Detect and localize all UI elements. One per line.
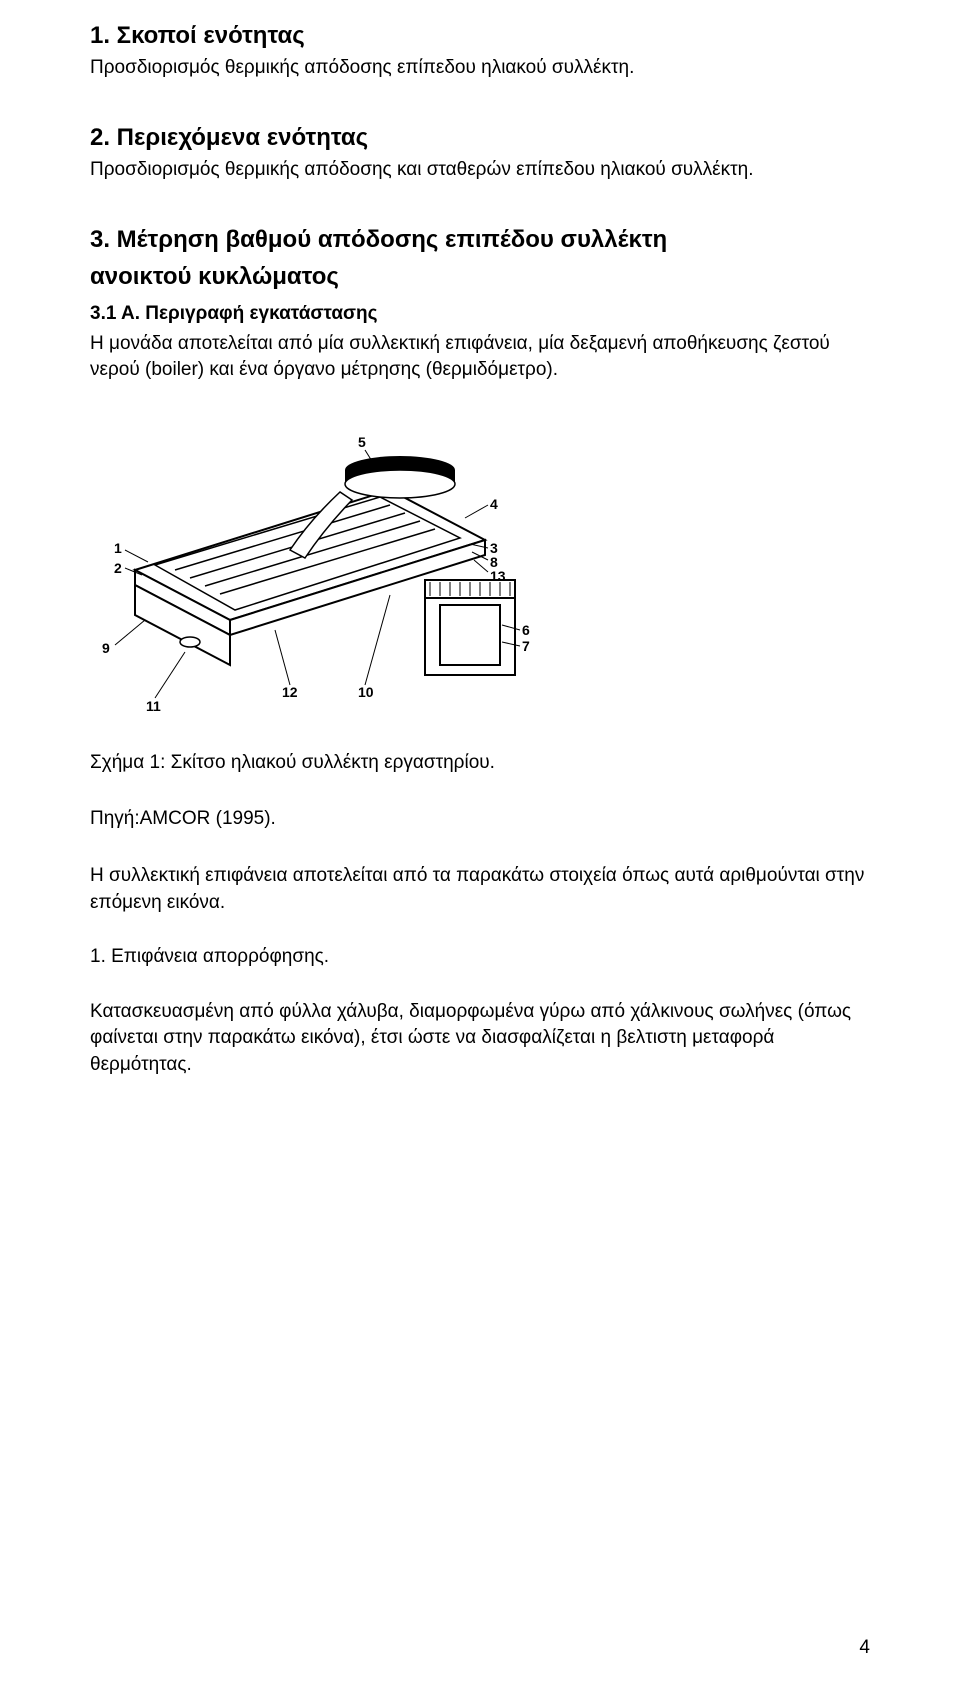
figure-1: 5 4 3 8 13 6 7 1 2 9 11 12 10 <box>90 420 550 720</box>
figure-label-5: 5 <box>358 434 366 450</box>
heading-subsection-3-1: 3.1 Α. Περιγραφή εγκατάστασης <box>90 302 870 327</box>
figure-label-1: 1 <box>114 540 122 556</box>
page-number: 4 <box>859 1637 870 1659</box>
heading-section-2: 2. Περιεχόμενα ενότητας <box>90 122 870 153</box>
figure-label-10: 10 <box>358 684 374 700</box>
body-section-2: Προσδιορισμός θερμικής απόδοσης και σταθ… <box>90 157 870 184</box>
figure-label-6: 6 <box>522 622 530 638</box>
figure-label-7: 7 <box>522 638 530 654</box>
figure-label-13: 13 <box>490 568 506 584</box>
figure-label-12: 12 <box>282 684 298 700</box>
figure-label-9: 9 <box>102 640 110 656</box>
paragraph-after-figure-1: Η συλλεκτική επιφάνεια αποτελείται από τ… <box>90 863 870 916</box>
figure-1-caption: Σχήμα 1: Σκίτσο ηλιακού συλλέκτη εργαστη… <box>90 750 870 777</box>
heading-section-3-line1: 3. Μέτρηση βαθμού απόδοσης επιπέδου συλλ… <box>90 224 870 255</box>
body-section-3: Η μονάδα αποτελείται από μία συλλεκτική … <box>90 331 870 384</box>
heading-section-1: 1. Σκοποί ενότητας <box>90 20 870 51</box>
page: 1. Σκοποί ενότητας Προσδιορισμός θερμική… <box>0 0 960 1689</box>
figure-label-4: 4 <box>490 496 498 512</box>
heading-section-3-line2: ανοικτού κυκλώματος <box>90 261 870 292</box>
heading-section-3-wrap: 3. Μέτρηση βαθμού απόδοσης επιπέδου συλλ… <box>90 224 870 292</box>
figure-1-wrap: 5 4 3 8 13 6 7 1 2 9 11 12 10 <box>90 420 870 720</box>
figure-label-11: 11 <box>146 698 161 714</box>
figure-1-svg <box>90 420 550 720</box>
figure-1-source: Πηγή:AMCOR (1995). <box>90 806 870 833</box>
paragraph-item-1-title: 1. Επιφάνεια απορρόφησης. <box>90 944 870 971</box>
figure-label-2: 2 <box>114 560 122 576</box>
body-section-1: Προσδιορισμός θερμικής απόδοσης επίπεδου… <box>90 55 870 82</box>
paragraph-item-1-body: Κατασκευασμένη από φύλλα χάλυβα, διαμορφ… <box>90 999 870 1079</box>
